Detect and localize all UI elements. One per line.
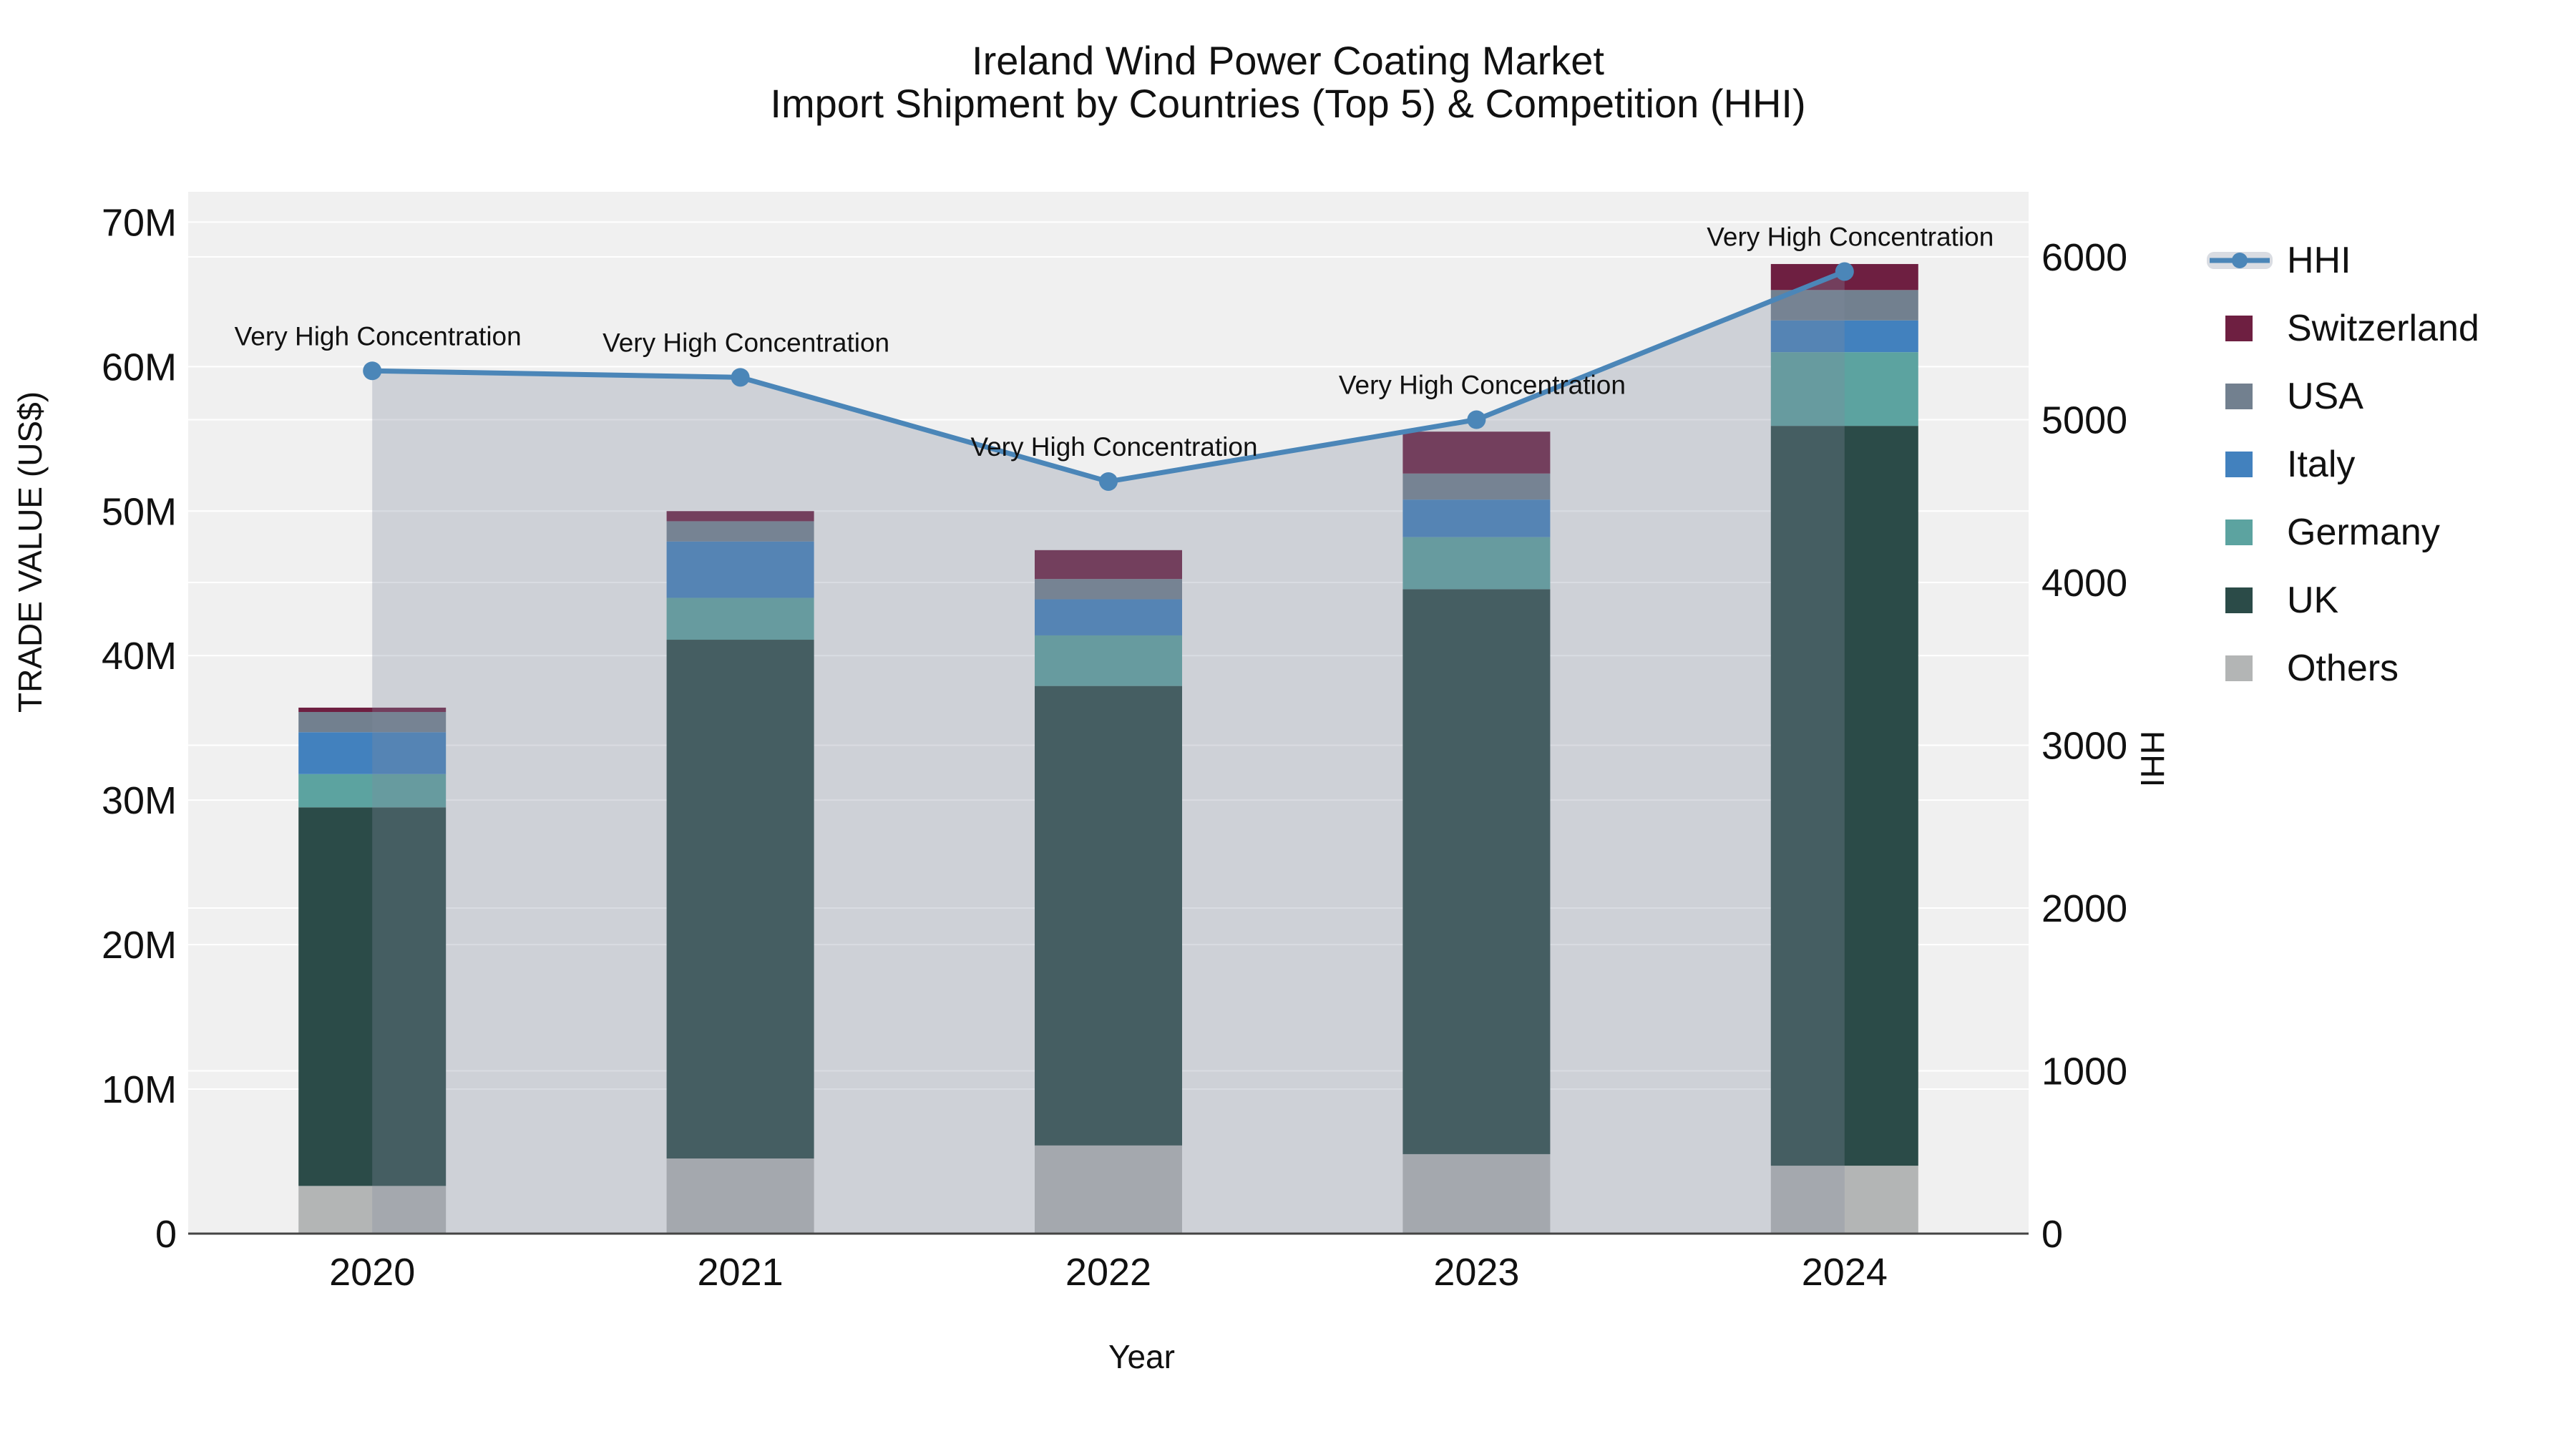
hhi-line-sample-icon (2207, 246, 2273, 275)
x-tick-label: 2021 (698, 1251, 784, 1294)
bar-segment-germany-2021[interactable] (666, 597, 814, 640)
bar-segment-italy-2024[interactable] (1770, 320, 1918, 353)
bar-segment-uk-2023[interactable] (1402, 589, 1551, 1154)
legend-item-label: Italy (2287, 443, 2356, 485)
legend-item-italy[interactable]: Italy (2207, 430, 2479, 498)
hhi-area (372, 271, 1845, 1234)
x-tick-label: 2023 (1433, 1251, 1519, 1294)
legend: HHI Switzerland USA Italy Germany UK Others (2207, 226, 2479, 702)
bar-segment-others-2024[interactable] (1770, 1166, 1918, 1234)
legend-item-label: UK (2287, 579, 2339, 621)
bar-segment-switzerland-2020[interactable] (298, 707, 447, 712)
bar-segment-switzerland-2023[interactable] (1402, 431, 1551, 474)
y-left-tick-label: 30M (102, 779, 177, 822)
hhi-marker-2024[interactable] (1835, 262, 1854, 281)
bar-segment-germany-2022[interactable] (1035, 635, 1182, 686)
bar-segment-uk-2022[interactable] (1035, 686, 1182, 1146)
legend-item-label: USA (2287, 375, 2363, 417)
bar-segment-others-2020[interactable] (298, 1186, 447, 1234)
legend-swatch-icon (2225, 587, 2253, 613)
legend-item-switzerland[interactable]: Switzerland (2207, 294, 2479, 362)
bar-segment-italy-2020[interactable] (298, 732, 447, 774)
legend-item-usa[interactable]: USA (2207, 362, 2479, 430)
legend-swatch-icon (2225, 383, 2253, 409)
bar-segment-switzerland-2022[interactable] (1035, 550, 1182, 580)
annotation: Very High Concentration (235, 321, 522, 351)
x-tick-label: 2020 (329, 1251, 415, 1294)
legend-item-label: Others (2287, 647, 2399, 689)
annotation: Very High Concentration (970, 432, 1257, 462)
y-left-tick-label: 60M (102, 346, 177, 389)
y-left-tick-label: 10M (102, 1068, 177, 1111)
legend-item-uk[interactable]: UK (2207, 566, 2479, 634)
bar-segment-germany-2024[interactable] (1770, 352, 1918, 426)
bar-segment-uk-2021[interactable] (666, 640, 814, 1158)
legend-item-label: Switzerland (2287, 307, 2479, 349)
legend-swatch-icon (2225, 655, 2253, 681)
bar-segment-others-2022[interactable] (1035, 1145, 1182, 1234)
x-tick-label: 2024 (1802, 1251, 1888, 1294)
hhi-marker-2021[interactable] (731, 368, 750, 387)
y-right-tick-label: 4000 (2041, 562, 2127, 605)
y-left-tick-label: 0 (155, 1213, 177, 1256)
y-left-tick-label: 70M (102, 201, 177, 244)
chart-title-line1: Ireland Wind Power Coating Market (972, 38, 1604, 83)
x-tick-label: 2022 (1065, 1251, 1151, 1294)
bar-segment-usa-2022[interactable] (1035, 579, 1182, 600)
legend-swatch-icon (2225, 315, 2253, 341)
y-right-tick-label: 5000 (2041, 399, 2127, 442)
legend-item-label: HHI (2287, 239, 2351, 281)
y-right-tick-label: 2000 (2041, 887, 2127, 930)
y-left-tick-label: 50M (102, 490, 177, 533)
y-left-tick-label: 20M (102, 924, 177, 967)
bar-segment-italy-2021[interactable] (666, 541, 814, 598)
bar-segment-uk-2020[interactable] (298, 807, 447, 1186)
annotation: Very High Concentration (1339, 371, 1626, 400)
bar-segment-others-2021[interactable] (666, 1158, 814, 1234)
chart-title-line2: Import Shipment by Countries (Top 5) & C… (770, 81, 1806, 126)
bar-segment-germany-2023[interactable] (1402, 537, 1551, 590)
bar-segment-usa-2024[interactable] (1770, 290, 1918, 321)
bar-segment-switzerland-2021[interactable] (666, 511, 814, 522)
y-right-tick-label: 1000 (2041, 1050, 2127, 1093)
legend-item-label: Germany (2287, 511, 2440, 553)
annotation: Very High Concentration (1707, 222, 1994, 251)
legend-swatch-icon (2225, 451, 2253, 477)
hhi-marker-2023[interactable] (1467, 410, 1486, 429)
y-right-tick-label: 3000 (2041, 725, 2127, 768)
bar-segment-usa-2023[interactable] (1402, 473, 1551, 500)
y-left-tick-label: 40M (102, 635, 177, 678)
bar-segment-usa-2020[interactable] (298, 711, 447, 733)
hhi-marker-2022[interactable] (1099, 472, 1118, 491)
bar-segment-others-2023[interactable] (1402, 1153, 1551, 1234)
y-right-tick-label: 0 (2041, 1213, 2063, 1256)
legend-item-germany[interactable]: Germany (2207, 498, 2479, 566)
bar-segment-italy-2023[interactable] (1402, 499, 1551, 537)
bar-segment-uk-2024[interactable] (1770, 426, 1918, 1166)
legend-swatch-icon (2225, 519, 2253, 545)
hhi-marker-2020[interactable] (363, 361, 382, 381)
bar-segment-italy-2022[interactable] (1035, 599, 1182, 635)
y-right-tick-label: 6000 (2041, 236, 2127, 279)
bar-segment-germany-2020[interactable] (298, 774, 447, 808)
legend-item-hhi[interactable]: HHI (2207, 226, 2479, 294)
bar-segment-usa-2021[interactable] (666, 521, 814, 542)
annotation: Very High Concentration (602, 328, 889, 357)
legend-item-others[interactable]: Others (2207, 634, 2479, 702)
